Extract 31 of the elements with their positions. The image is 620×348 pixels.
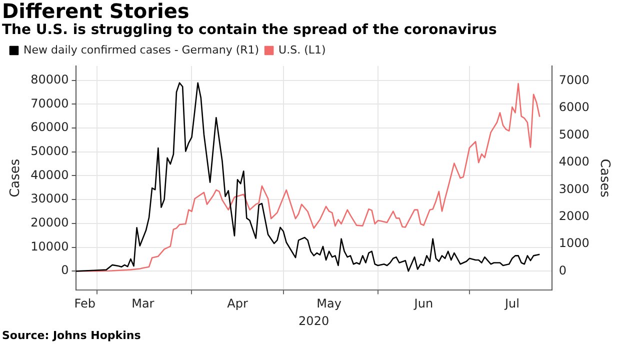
y2-tick-label: 1000 <box>558 236 590 250</box>
y-tick-label: 80000 <box>30 72 69 86</box>
y-tick-label: 10000 <box>30 239 69 254</box>
y2-tick-label: 5000 <box>558 127 590 142</box>
x-tick-label: Jun <box>413 296 434 311</box>
y-tick-label: 70000 <box>30 96 69 110</box>
y2-axis-title: Cases <box>596 158 612 198</box>
y-tick-label: 60000 <box>30 120 69 134</box>
chart-subtitle: The U.S. is struggling to contain the spread of the coronavirus <box>1 22 498 39</box>
chart-title: Different Stories <box>1 0 190 23</box>
y-tick-label: 50000 <box>30 144 69 158</box>
x-tick-label: Apr <box>227 296 248 311</box>
x-axis-title: 2020 <box>298 314 330 328</box>
x-tick-label: Feb <box>74 296 96 311</box>
y2-tick-label: 4000 <box>558 154 590 169</box>
legend-label: U.S. (L1) <box>278 43 326 56</box>
y-tick-label: 0 <box>61 263 69 278</box>
y2-tick-label: 0 <box>558 263 566 278</box>
y2-tick-label: 7000 <box>558 73 590 88</box>
source-note: Source: Johns Hopkins <box>1 329 142 343</box>
y-tick-label: 20000 <box>30 216 69 230</box>
x-tick-label: Jul <box>504 296 520 311</box>
y2-tick-label: 6000 <box>558 100 590 114</box>
y-axis-title: Cases <box>8 158 24 198</box>
legend-label: New daily confirmed cases - Germany (R1) <box>24 43 260 56</box>
y2-tick-label: 3000 <box>558 182 590 196</box>
x-tick-label: May <box>316 296 342 311</box>
y2-tick-label: 2000 <box>558 208 590 223</box>
y-tick-label: 40000 <box>30 168 69 182</box>
y-tick-label: 30000 <box>30 192 69 206</box>
x-tick-label: Mar <box>132 296 154 311</box>
